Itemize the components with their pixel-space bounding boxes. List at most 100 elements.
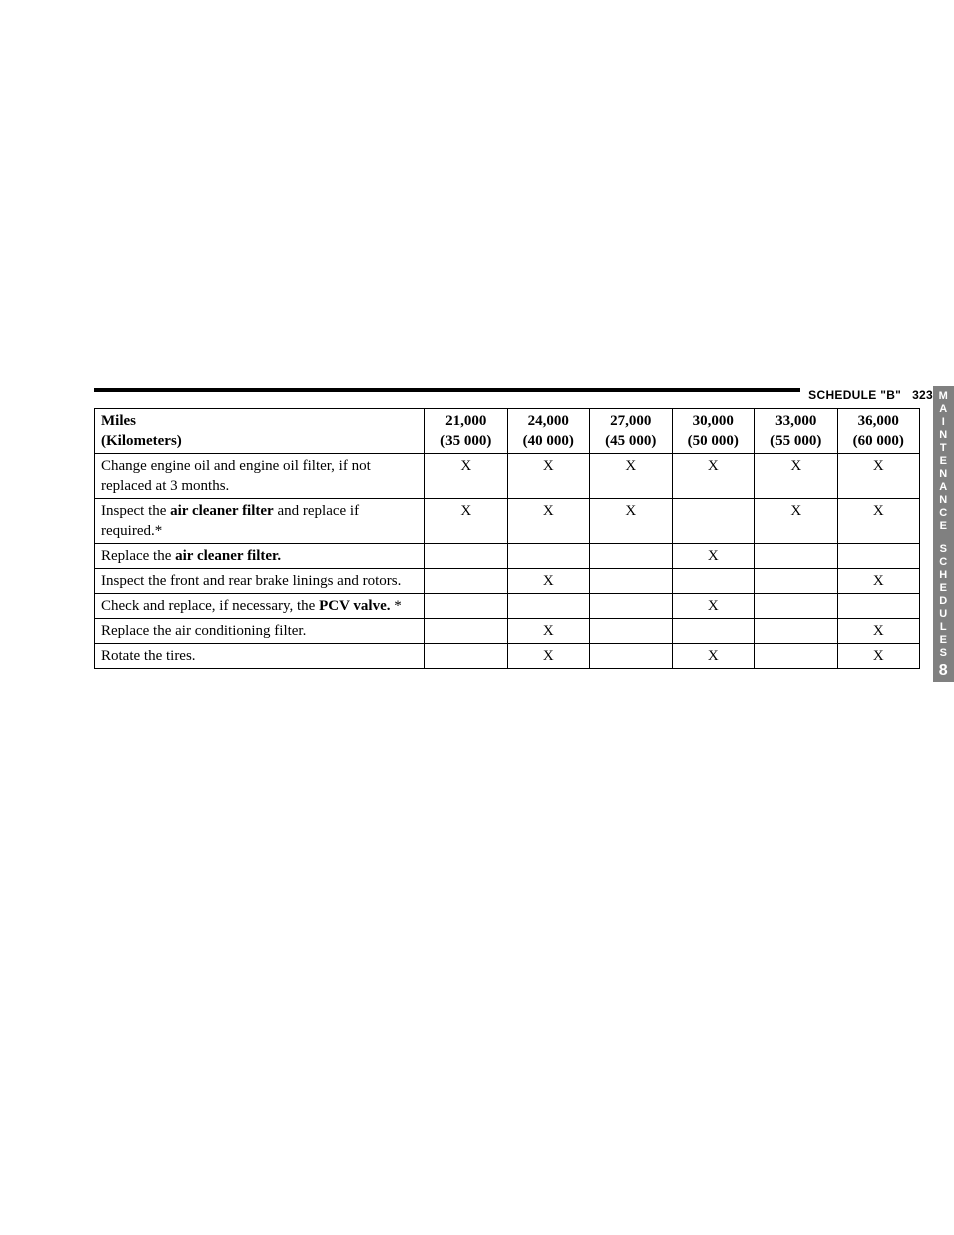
maintenance-table-wrap: Miles (Kilometers) 21,000(35 000)24,000(… xyxy=(94,408,919,669)
table-cell-mark: X xyxy=(837,499,920,544)
side-tab-line2: SCHEDULES xyxy=(933,543,954,660)
table-cell-description: Replace the air cleaner filter. xyxy=(95,544,425,569)
desc-text: Check and replace, if necessary, the xyxy=(101,598,319,614)
table-cell-mark: X xyxy=(837,454,920,499)
table-row: Inspect the front and rear brake linings… xyxy=(95,569,920,594)
table-row: Replace the air conditioning filter. X X xyxy=(95,619,920,644)
desc-text: Inspect the xyxy=(101,503,170,519)
table-cell-mark xyxy=(755,594,838,619)
table-cell-mark xyxy=(590,594,673,619)
table-cell-mark xyxy=(590,544,673,569)
desc-text: air cleaner filter. xyxy=(175,548,281,564)
desc-text: Replace the xyxy=(101,548,175,564)
table-cell-mark: X xyxy=(672,594,755,619)
table-cell-mark xyxy=(425,619,508,644)
header-miles-value: 30,000 xyxy=(679,411,749,431)
header-km-value: (40 000) xyxy=(514,431,584,451)
table-cell-mark xyxy=(507,594,590,619)
table-header-col: 21,000(35 000) xyxy=(425,409,508,454)
table-cell-mark xyxy=(590,644,673,669)
table-cell-mark: X xyxy=(425,454,508,499)
table-cell-mark: X xyxy=(507,644,590,669)
table-cell-description: Inspect the air cleaner filter and repla… xyxy=(95,499,425,544)
table-header-col: 24,000(40 000) xyxy=(507,409,590,454)
table-cell-mark: X xyxy=(590,454,673,499)
table-cell-mark: X xyxy=(837,644,920,669)
table-cell-mark: X xyxy=(507,569,590,594)
table-cell-mark: X xyxy=(755,454,838,499)
table-cell-mark xyxy=(425,569,508,594)
table-row: Check and replace, if necessary, the PCV… xyxy=(95,594,920,619)
table-cell-mark xyxy=(755,644,838,669)
header-miles-label: Miles xyxy=(101,411,418,431)
table-cell-mark: X xyxy=(837,619,920,644)
table-cell-mark xyxy=(672,569,755,594)
table-body: Change engine oil and engine oil filter,… xyxy=(95,454,920,669)
desc-text: Change engine oil and engine oil filter,… xyxy=(101,458,371,494)
header-km-value: (45 000) xyxy=(596,431,666,451)
table-cell-mark: X xyxy=(425,499,508,544)
table-cell-description: Rotate the tires. xyxy=(95,644,425,669)
desc-text: Replace the air conditioning filter. xyxy=(101,623,306,639)
table-cell-mark xyxy=(590,619,673,644)
side-tab: MAINTENANCE SCHEDULES 8 xyxy=(933,386,954,682)
table-cell-mark xyxy=(425,594,508,619)
table-header-desc: Miles (Kilometers) xyxy=(95,409,425,454)
table-cell-mark: X xyxy=(672,544,755,569)
desc-text: Rotate the tires. xyxy=(101,648,196,664)
desc-text: air cleaner filter xyxy=(170,503,274,519)
table-cell-mark: X xyxy=(755,499,838,544)
table-header-col: 27,000(45 000) xyxy=(590,409,673,454)
table-cell-mark xyxy=(837,594,920,619)
table-cell-mark: X xyxy=(507,454,590,499)
table-cell-mark xyxy=(672,499,755,544)
header-km-value: (50 000) xyxy=(679,431,749,451)
table-cell-mark xyxy=(837,544,920,569)
table-row: Inspect the air cleaner filter and repla… xyxy=(95,499,920,544)
header-miles-value: 27,000 xyxy=(596,411,666,431)
table-header-row: Miles (Kilometers) 21,000(35 000)24,000(… xyxy=(95,409,920,454)
side-tab-line1: MAINTENANCE xyxy=(933,390,954,533)
desc-text: Inspect the front and rear brake linings… xyxy=(101,573,401,589)
header-miles-value: 33,000 xyxy=(761,411,831,431)
table-cell-mark: X xyxy=(672,454,755,499)
table-cell-description: Check and replace, if necessary, the PCV… xyxy=(95,594,425,619)
table-row: Replace the air cleaner filter. X xyxy=(95,544,920,569)
table-cell-mark xyxy=(425,544,508,569)
table-cell-mark xyxy=(425,644,508,669)
header-km-value: (35 000) xyxy=(431,431,501,451)
header-km-label: (Kilometers) xyxy=(101,431,418,451)
table-header-col: 36,000(60 000) xyxy=(837,409,920,454)
header-rule xyxy=(94,388,860,392)
table-cell-mark xyxy=(590,569,673,594)
table-header-col: 33,000(55 000) xyxy=(755,409,838,454)
page-number: 323 xyxy=(912,388,933,402)
table-cell-mark xyxy=(755,569,838,594)
header-km-value: (55 000) xyxy=(761,431,831,451)
table-cell-description: Replace the air conditioning filter. xyxy=(95,619,425,644)
table-cell-mark: X xyxy=(837,569,920,594)
desc-text: * xyxy=(390,598,401,614)
side-tab-chapter: 8 xyxy=(933,662,954,680)
section-label: SCHEDULE "B" xyxy=(808,388,901,402)
table-cell-mark: X xyxy=(672,644,755,669)
header-km-value: (60 000) xyxy=(844,431,914,451)
table-cell-mark xyxy=(755,619,838,644)
table-cell-mark xyxy=(672,619,755,644)
table-cell-mark xyxy=(507,544,590,569)
running-header: SCHEDULE "B" 323 xyxy=(800,388,933,402)
table-row: Rotate the tires. X X X xyxy=(95,644,920,669)
table-cell-description: Change engine oil and engine oil filter,… xyxy=(95,454,425,499)
table-cell-mark: X xyxy=(507,619,590,644)
table-cell-mark: X xyxy=(590,499,673,544)
header-miles-value: 21,000 xyxy=(431,411,501,431)
table-cell-description: Inspect the front and rear brake linings… xyxy=(95,569,425,594)
table-row: Change engine oil and engine oil filter,… xyxy=(95,454,920,499)
table-cell-mark: X xyxy=(507,499,590,544)
desc-text: PCV valve. xyxy=(319,598,390,614)
document-page: SCHEDULE "B" 323 MAINTENANCE SCHEDULES 8… xyxy=(0,0,954,1235)
maintenance-table: Miles (Kilometers) 21,000(35 000)24,000(… xyxy=(94,408,920,669)
table-header-col: 30,000(50 000) xyxy=(672,409,755,454)
table-cell-mark xyxy=(755,544,838,569)
header-miles-value: 24,000 xyxy=(514,411,584,431)
